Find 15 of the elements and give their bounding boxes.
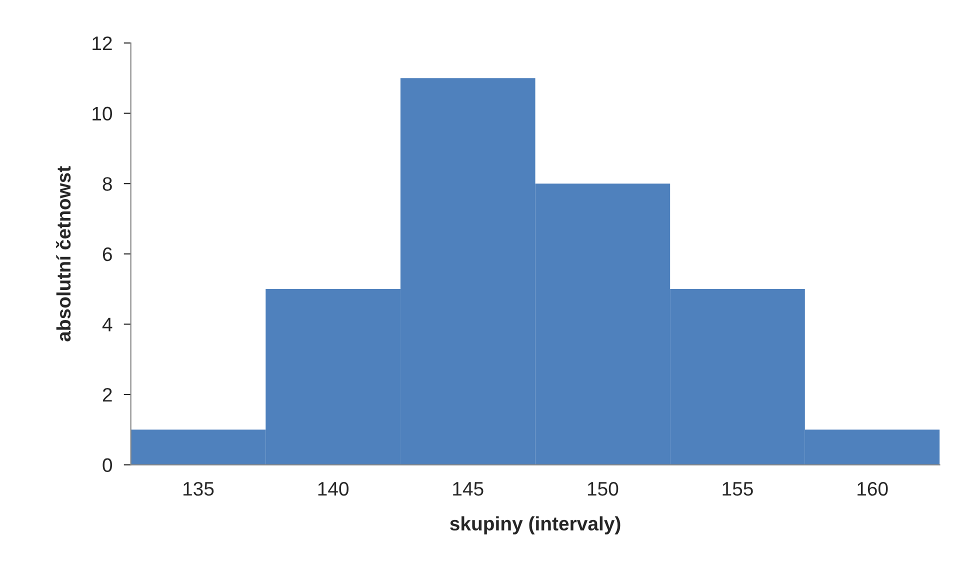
y-tick-label: 10	[92, 106, 112, 121]
x-tick-label: 150	[588, 482, 618, 496]
y-tick-label: 12	[92, 36, 112, 50]
x-tick-label: 155	[722, 482, 753, 496]
y-tick-label: 0	[102, 458, 112, 472]
x-axis-title: skupiny (intervaly)	[450, 516, 620, 534]
y-tick-label: 4	[102, 318, 112, 332]
x-tick-label: 140	[318, 482, 349, 496]
y-tick-label: 2	[102, 388, 112, 402]
y-tick-label: 8	[102, 177, 112, 191]
y-axis-title: absolutní četnowst	[56, 166, 71, 342]
x-tick-label: 135	[184, 482, 214, 496]
x-tick-label: 160	[858, 482, 888, 496]
x-tick-label: 145	[453, 482, 484, 496]
y-tick-label: 6	[102, 247, 112, 262]
